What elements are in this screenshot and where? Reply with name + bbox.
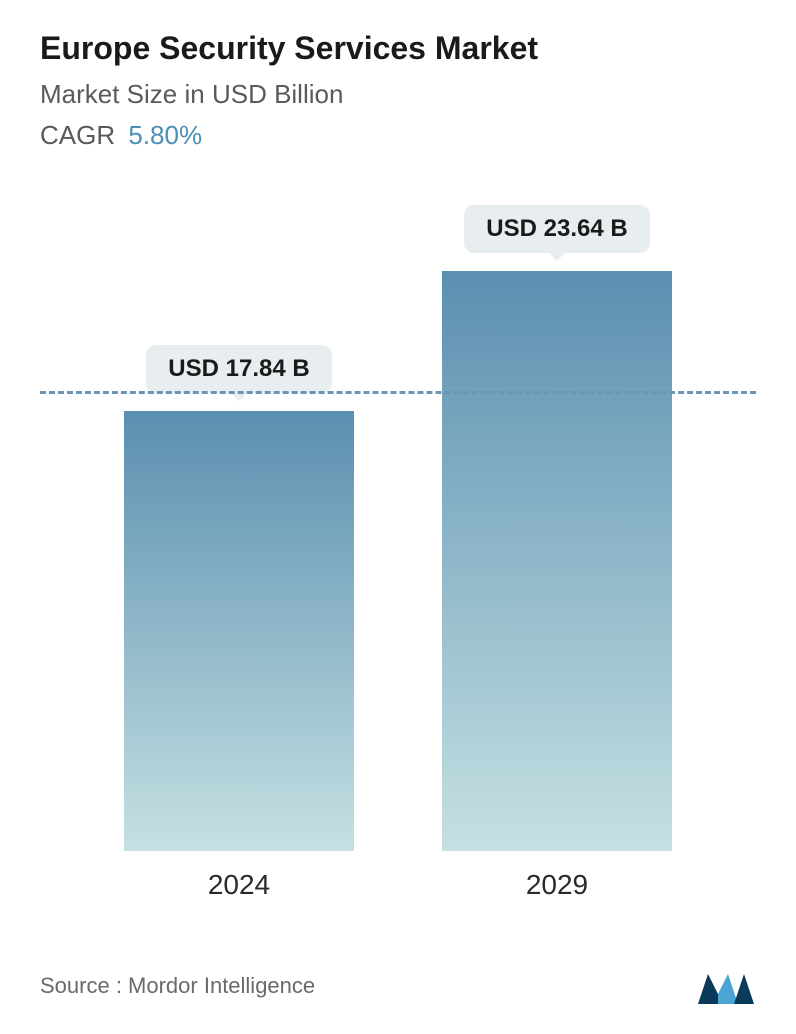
source-text: Source : Mordor Intelligence: [40, 973, 315, 999]
bar-group: USD 17.84 B2024: [124, 345, 354, 851]
chart-footer: Source : Mordor Intelligence: [40, 966, 756, 1006]
cagr-row: CAGR 5.80%: [40, 120, 756, 151]
chart-container: USD 17.84 B2024USD 23.64 B2029: [40, 191, 756, 911]
x-axis-label: 2024: [208, 869, 270, 901]
bar: [442, 271, 672, 851]
cagr-value: 5.80%: [128, 120, 202, 150]
bar-value-label: USD 17.84 B: [146, 345, 331, 393]
cagr-label: CAGR: [40, 120, 115, 150]
chart-title: Europe Security Services Market: [40, 30, 756, 67]
chart-subtitle: Market Size in USD Billion: [40, 79, 756, 110]
bar: [124, 411, 354, 851]
reference-line: [40, 391, 756, 394]
x-axis-label: 2029: [526, 869, 588, 901]
bar-group: USD 23.64 B2029: [442, 205, 672, 851]
bar-value-label: USD 23.64 B: [464, 205, 649, 253]
bars-wrapper: USD 17.84 B2024USD 23.64 B2029: [40, 211, 756, 851]
mordor-logo-icon: [696, 966, 756, 1006]
